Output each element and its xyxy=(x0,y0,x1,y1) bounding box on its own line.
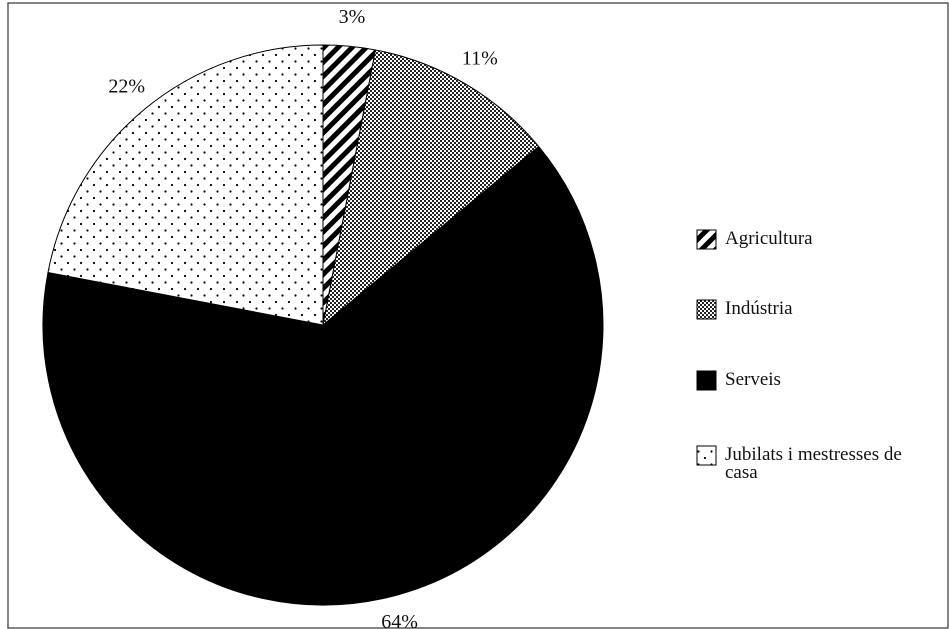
legend-swatches xyxy=(696,229,717,466)
legend-swatch xyxy=(696,445,717,466)
data-label: 64% xyxy=(381,611,418,629)
legend-label: Serveis xyxy=(725,369,781,390)
legend-swatch xyxy=(696,229,717,250)
legend-label: Jubilats i mestresses de casa xyxy=(725,444,902,483)
data-label: 22% xyxy=(108,75,145,97)
frame xyxy=(7,2,949,629)
data-label: 11% xyxy=(462,47,498,69)
pie-slice xyxy=(322,49,540,327)
pie-slice xyxy=(47,44,324,326)
data-label: 3% xyxy=(339,6,366,28)
legend-label: Agricultura xyxy=(725,228,813,249)
legend-swatch xyxy=(696,370,717,391)
pie-slice xyxy=(42,145,604,606)
legend-swatch xyxy=(696,299,717,320)
legend-label: Indústria xyxy=(725,298,793,319)
